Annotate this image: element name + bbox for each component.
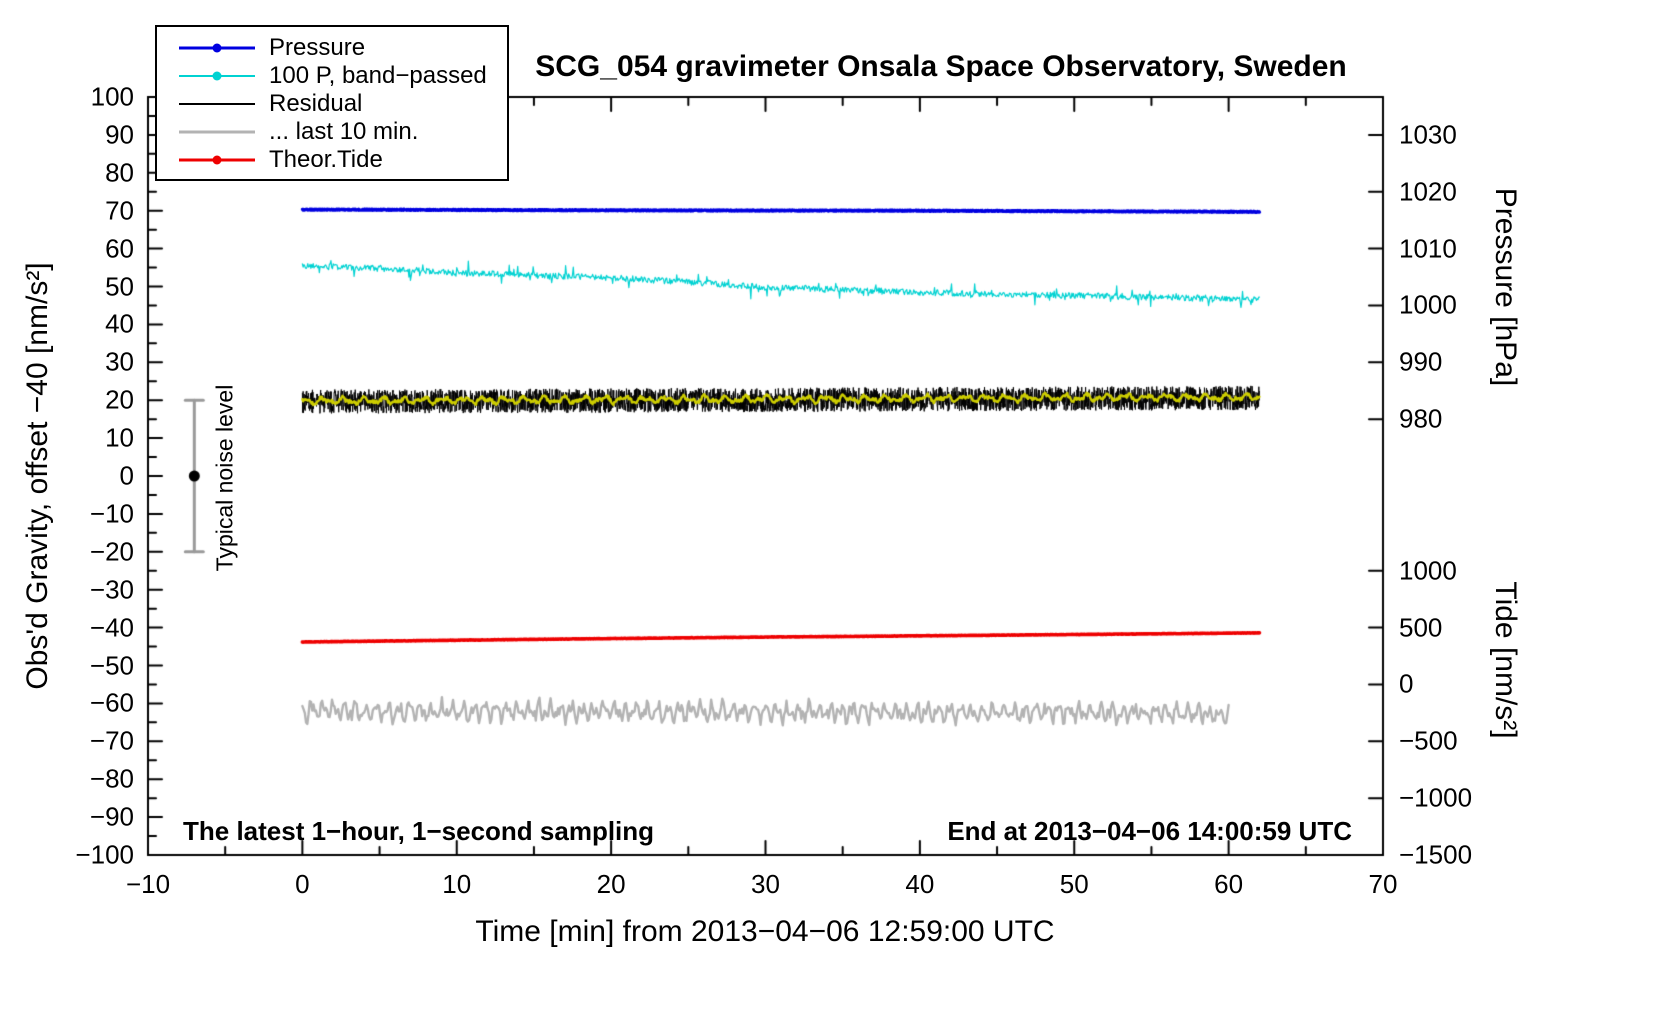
legend-item: ... last 10 min. (157, 118, 507, 146)
typical-noise-level-label: Typical noise level (211, 384, 238, 572)
legend: Pressure 100 P, band−passed Residual... la… (155, 25, 509, 181)
chart-title: SCG_054 gravimeter Onsala Space Observat… (535, 50, 1347, 83)
legend-swatch (179, 41, 255, 55)
legend-item: Theor.Tide (157, 146, 507, 174)
legend-item-label: ... last 10 min. (269, 118, 419, 145)
legend-item-label: 100 P, band−passed (269, 62, 487, 89)
legend-line-sample (179, 103, 255, 105)
y-axis-label-pressure: Pressure [hPa] (1489, 187, 1522, 387)
legend-marker-dot (212, 43, 222, 53)
legend-swatch (179, 97, 255, 111)
legend-item: Pressure (157, 34, 507, 62)
y-axis-label-tide: Tide [nm/s²] (1489, 581, 1522, 739)
legend-swatch (179, 125, 255, 139)
legend-marker-dot (212, 71, 222, 81)
legend-item: Residual (157, 90, 507, 118)
x-axis-label: Time [min] from 2013−04−06 12:59:00 UTC (475, 915, 1055, 948)
sampling-annotation: The latest 1−hour, 1−second sampling (183, 816, 655, 846)
legend-item: 100 P, band−passed (157, 62, 507, 90)
legend-line-sample (179, 130, 255, 134)
legend-item-label: Residual (269, 90, 363, 117)
legend-item-label: Theor.Tide (269, 146, 383, 173)
legend-swatch (179, 153, 255, 167)
y-axis-label-gravity: Obs'd Gravity, offset −40 [nm/s²] (21, 262, 54, 690)
end-time-annotation: End at 2013−04−06 14:00:59 UTC (947, 816, 1352, 846)
legend-swatch (179, 69, 255, 83)
legend-item-label: Pressure (269, 34, 366, 61)
legend-marker-dot (212, 155, 222, 165)
